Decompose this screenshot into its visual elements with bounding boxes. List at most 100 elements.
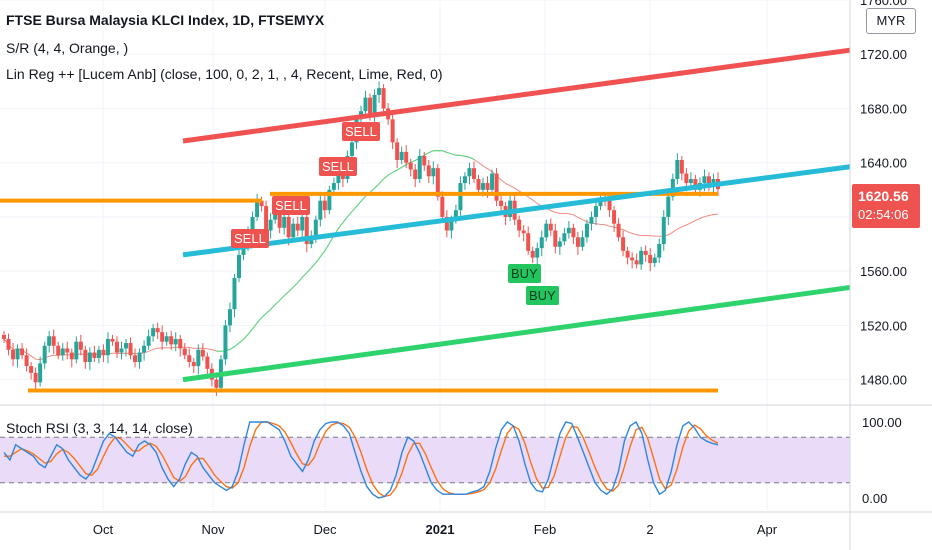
- candle-body: [426, 165, 431, 177]
- candle-body: [304, 216, 309, 245]
- candle-body: [467, 168, 472, 177]
- sell-signal-4: SELL: [342, 122, 380, 141]
- candle-body: [702, 176, 707, 184]
- candle-body: [309, 237, 314, 245]
- candle-body: [607, 200, 612, 211]
- candle-body: [178, 338, 183, 349]
- candle-body: [2, 334, 6, 339]
- candle-body: [535, 248, 540, 258]
- rsi-tick-label: 0.00: [862, 491, 887, 506]
- buy-signal-2: BUY: [526, 286, 559, 305]
- sr-indicator-label: S/R (4, 4, Orange, ): [6, 40, 129, 56]
- candle-body: [15, 348, 20, 360]
- candle-body: [227, 309, 232, 326]
- candle-body: [92, 352, 97, 358]
- candle-body: [643, 250, 648, 255]
- candle-body: [336, 172, 341, 184]
- price-tick-label: 1520.00: [860, 318, 907, 333]
- candle-body: [164, 336, 169, 342]
- candle-body: [142, 345, 147, 353]
- candle-body: [494, 173, 499, 201]
- candle-body: [657, 244, 662, 258]
- candle-body: [476, 178, 481, 190]
- candle-body: [431, 168, 436, 177]
- candle-body: [349, 142, 354, 156]
- candle-body: [521, 230, 526, 234]
- time-tick-label: Oct: [93, 522, 114, 537]
- candle-body: [241, 244, 246, 255]
- price-tick-label: 1480.00: [860, 373, 907, 388]
- candle-body: [471, 168, 476, 179]
- stoch-k-line: [3, 420, 719, 499]
- candle-body: [182, 348, 187, 356]
- candle-body: [264, 206, 269, 231]
- candle-body: [313, 219, 318, 238]
- candle-body: [259, 200, 264, 207]
- candle-body: [625, 250, 630, 258]
- candle-body: [187, 355, 192, 363]
- stoch-rsi-title: Stoch RSI (3, 3, 14, 14, close): [6, 420, 193, 436]
- price-tick-label: 1760.00: [860, 0, 907, 8]
- candle-body: [255, 200, 260, 217]
- candle-body: [548, 223, 553, 231]
- candle-body: [517, 219, 522, 231]
- moving-averages: [3, 150, 719, 361]
- candle-body: [706, 176, 711, 188]
- candle-body: [282, 216, 287, 228]
- candle-body: [440, 196, 445, 217]
- stoch-d-line: [4, 421, 719, 498]
- candle-body: [593, 206, 598, 217]
- moving-average-red: [3, 150, 719, 361]
- candle-body: [119, 348, 124, 353]
- stoch-rsi-pane: [0, 420, 850, 499]
- candle-body: [295, 223, 300, 231]
- candle-body: [652, 257, 657, 264]
- candle-body: [11, 349, 16, 360]
- regression-upper-line: [182, 47, 851, 144]
- candle-body: [399, 151, 404, 160]
- candle-body: [539, 237, 544, 249]
- candle-body: [38, 363, 43, 383]
- price-tick-label: 1720.00: [860, 47, 907, 62]
- bar-countdown: 02:54:06: [858, 207, 909, 222]
- candle-body: [128, 343, 133, 356]
- time-tick-label: Feb: [534, 522, 556, 537]
- candle-body: [327, 189, 332, 211]
- currency-button[interactable]: MYR: [866, 8, 916, 34]
- sell-signal-2: SELL: [272, 196, 310, 215]
- candle-body: [65, 348, 70, 353]
- buy-signal-1: BUY: [508, 264, 541, 283]
- time-tick-label: Apr: [757, 522, 778, 537]
- candle-body: [101, 349, 106, 356]
- candle-body: [634, 260, 639, 265]
- candle-body: [616, 223, 621, 238]
- regression-middle-line: [182, 164, 851, 258]
- price-tick-label: 1640.00: [860, 156, 907, 171]
- candle-body: [29, 366, 34, 373]
- candle-body: [368, 97, 373, 116]
- candle-body: [458, 183, 463, 211]
- candle-body: [589, 216, 594, 224]
- candle-body: [155, 328, 160, 333]
- last-price-tag: 1620.56 02:54:06: [852, 184, 920, 228]
- candle-body: [639, 250, 644, 265]
- candle-body: [273, 211, 278, 220]
- candle-body: [83, 349, 88, 363]
- chart-title: FTSE Bursa Malaysia KLCI Index, 1D, FTSE…: [6, 12, 325, 28]
- candle-body: [51, 336, 56, 346]
- candle-body: [286, 216, 291, 238]
- candle-body: [268, 219, 273, 231]
- candle-body: [223, 325, 228, 360]
- candle-body: [575, 237, 580, 247]
- candle-body: [47, 336, 52, 346]
- candle-body: [236, 254, 241, 278]
- candle-body: [688, 178, 693, 184]
- candle-body: [453, 210, 458, 220]
- candle-body: [562, 233, 567, 242]
- candle-body: [322, 200, 327, 211]
- candle-body: [684, 173, 689, 184]
- candle-body: [526, 233, 531, 251]
- candle-body: [377, 88, 382, 95]
